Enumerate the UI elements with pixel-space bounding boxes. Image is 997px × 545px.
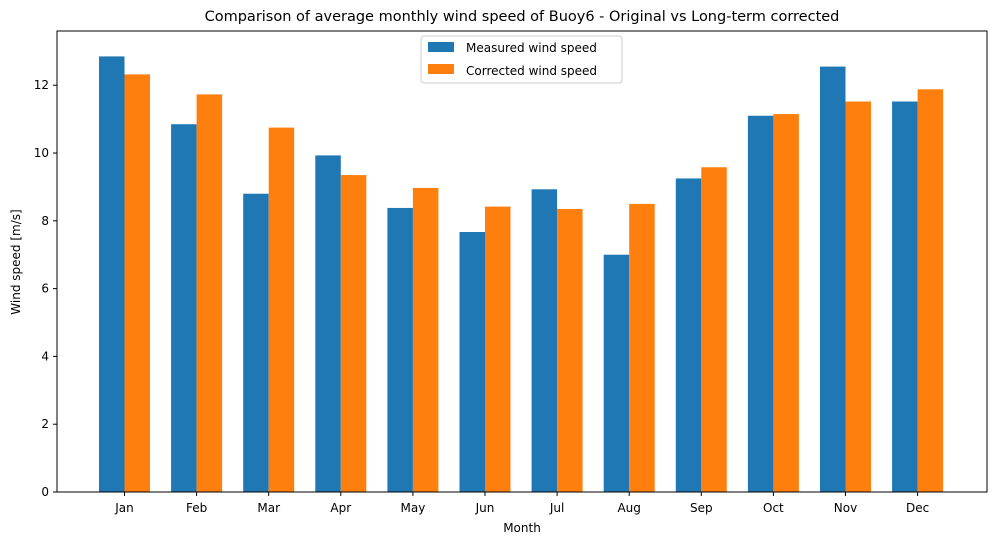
bar-measured-nov [820,66,846,492]
legend: Measured wind speed Corrected wind speed [420,35,623,84]
bar-measured-mar [243,193,269,492]
y-axis: 0 2 4 6 8 10 12 [34,78,57,499]
bar-corrected-oct [773,114,799,493]
x-tick-label-sep: Sep [690,501,713,515]
legend-swatch-measured [428,42,454,52]
x-tick-label-jan: Jan [114,501,134,515]
x-tick-label-apr: Apr [330,501,351,515]
legend-frame [420,35,623,84]
bar-corrected-may [412,187,439,492]
bar-corrected-sep [701,167,727,492]
bar-corrected-aug [629,203,655,493]
x-axis: Jan Feb Mar Apr May Jun Jul Aug Sep Oct Nov Dec [114,492,929,515]
bar-measured-apr [315,155,341,492]
y-tick-label: 10 [34,146,49,160]
bar-measured-jul [531,189,558,493]
x-tick-label-mar: Mar [257,501,280,515]
x-tick-label-nov: Nov [834,501,857,515]
x-tick-label-jun: Jun [475,501,495,515]
x-tick-label-feb: Feb [186,501,207,515]
y-tick-label: 2 [41,417,49,431]
y-tick-label: 0 [41,485,49,499]
bar-corrected-mar [268,127,295,493]
bar-corrected-feb [196,94,223,492]
x-tick-label-dec: Dec [906,501,929,515]
legend-swatch-corrected [428,64,454,74]
bar-corrected-jun [485,206,511,492]
y-tick-label: 4 [41,349,49,363]
y-axis-title: Wind speed [m/s] [9,209,23,314]
bar-measured-jan [99,56,125,493]
bar-measured-dec [892,101,918,492]
bar-corrected-jul [557,208,583,492]
plot-area-frame [56,30,988,493]
x-tick-label-oct: Oct [763,501,784,515]
x-tick-label-jul: Jul [549,501,564,515]
y-tick-label: 12 [34,78,49,92]
y-tick-label: 8 [41,214,49,228]
legend-label-measured: Measured wind speed [466,41,597,55]
x-axis-title: Month [503,521,541,535]
bar-measured-jun [459,232,485,492]
x-tick-label-aug: Aug [617,501,640,515]
bar-corrected-nov [845,101,871,492]
bar-measured-sep [675,178,702,492]
chart-title: Comparison of average monthly wind speed… [205,9,840,25]
bar-measured-aug [603,254,630,492]
bar-measured-oct [747,115,774,493]
x-tick-label-may: May [400,501,425,515]
bar-measured-feb [171,124,197,492]
bar-corrected-dec [917,89,944,493]
bar-corrected-apr [340,175,367,492]
bar-corrected-jan [124,74,150,492]
y-tick-label: 6 [41,282,49,296]
bars-layer [99,56,944,493]
bar-measured-may [387,207,413,492]
legend-label-corrected: Corrected wind speed [466,64,597,78]
